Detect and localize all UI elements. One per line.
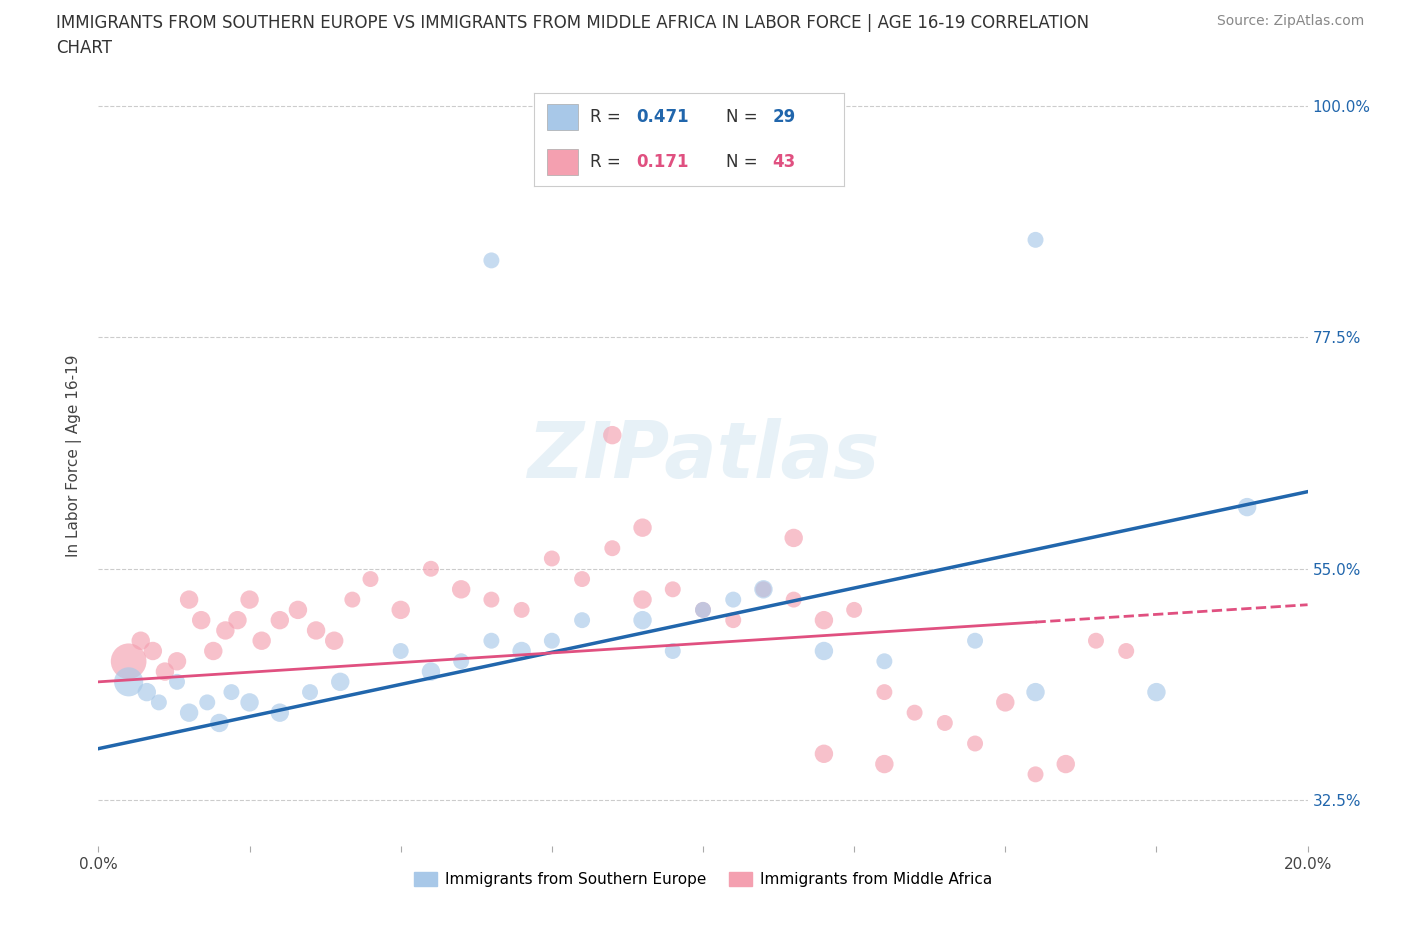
Point <box>510 603 533 618</box>
Text: N =: N = <box>725 108 758 126</box>
Point <box>287 603 309 618</box>
Point <box>420 562 443 577</box>
Point <box>873 757 896 772</box>
Point <box>1054 757 1077 772</box>
Point <box>118 654 141 669</box>
Point <box>602 540 624 555</box>
Point <box>481 592 503 607</box>
Point <box>661 582 683 597</box>
Text: IMMIGRANTS FROM SOUTHERN EUROPE VS IMMIGRANTS FROM MIDDLE AFRICA IN LABOR FORCE : IMMIGRANTS FROM SOUTHERN EUROPE VS IMMIG… <box>56 14 1090 32</box>
Point <box>965 736 987 751</box>
FancyBboxPatch shape <box>547 104 578 130</box>
Point <box>450 654 472 669</box>
Point <box>692 603 714 618</box>
Text: R =: R = <box>591 108 620 126</box>
Point <box>1144 870 1167 884</box>
Point <box>135 684 157 699</box>
Text: CHART: CHART <box>56 39 112 57</box>
Point <box>389 603 412 618</box>
Point <box>450 582 472 597</box>
Point <box>631 520 654 535</box>
Point <box>129 633 152 648</box>
Point <box>783 592 806 607</box>
Point <box>269 613 291 628</box>
Text: ZIPatlas: ZIPatlas <box>527 418 879 494</box>
FancyBboxPatch shape <box>547 149 578 175</box>
Point <box>481 633 503 648</box>
Y-axis label: In Labor Force | Age 16-19: In Labor Force | Age 16-19 <box>66 354 83 557</box>
Point <box>692 603 714 618</box>
Point <box>1024 684 1046 699</box>
Point <box>813 644 835 658</box>
Point <box>723 592 745 607</box>
Point <box>142 644 165 658</box>
Text: 0.171: 0.171 <box>637 153 689 171</box>
Point <box>1024 232 1046 247</box>
Point <box>221 684 243 699</box>
Point <box>269 705 291 720</box>
Point <box>631 592 654 607</box>
Point <box>602 428 624 443</box>
Point <box>1024 767 1046 782</box>
Point <box>510 644 533 658</box>
Point <box>873 654 896 669</box>
Point <box>1115 644 1137 658</box>
Point <box>305 623 328 638</box>
Point <box>202 644 225 658</box>
Point <box>1144 684 1167 699</box>
Point <box>389 644 412 658</box>
Point <box>965 633 987 648</box>
Point <box>226 613 249 628</box>
Point <box>571 572 593 587</box>
Point <box>179 592 201 607</box>
Point <box>148 695 170 710</box>
Point <box>844 603 866 618</box>
Point <box>783 530 806 545</box>
Point <box>195 695 218 710</box>
Point <box>166 654 188 669</box>
Point <box>481 253 503 268</box>
Point <box>571 613 593 628</box>
Text: 0.471: 0.471 <box>637 108 689 126</box>
Point <box>239 592 262 607</box>
Point <box>329 674 352 689</box>
Text: R =: R = <box>591 153 620 171</box>
Point <box>540 551 562 566</box>
Point <box>904 705 927 720</box>
Point <box>661 644 683 658</box>
Point <box>1175 921 1198 930</box>
Text: N =: N = <box>725 153 758 171</box>
Text: Source: ZipAtlas.com: Source: ZipAtlas.com <box>1216 14 1364 28</box>
Point <box>813 747 835 762</box>
Point <box>1085 633 1108 648</box>
Text: 29: 29 <box>772 108 796 126</box>
Point <box>239 695 262 710</box>
Point <box>118 674 141 689</box>
Point <box>873 684 896 699</box>
Point <box>752 582 775 597</box>
Point <box>342 592 364 607</box>
Point <box>631 613 654 628</box>
Point <box>166 674 188 689</box>
Point <box>752 582 775 597</box>
Text: 43: 43 <box>772 153 796 171</box>
Point <box>723 613 745 628</box>
Point <box>299 684 322 699</box>
Point <box>420 664 443 679</box>
Point <box>179 705 201 720</box>
Point <box>360 572 382 587</box>
Point <box>994 695 1017 710</box>
Point <box>540 633 562 648</box>
Point <box>208 715 231 730</box>
Point <box>813 613 835 628</box>
Point <box>323 633 346 648</box>
Point <box>1236 499 1258 514</box>
Point <box>153 664 176 679</box>
Point <box>934 715 956 730</box>
Legend: Immigrants from Southern Europe, Immigrants from Middle Africa: Immigrants from Southern Europe, Immigra… <box>408 866 998 894</box>
Point <box>214 623 236 638</box>
Point <box>190 613 212 628</box>
Point <box>250 633 273 648</box>
